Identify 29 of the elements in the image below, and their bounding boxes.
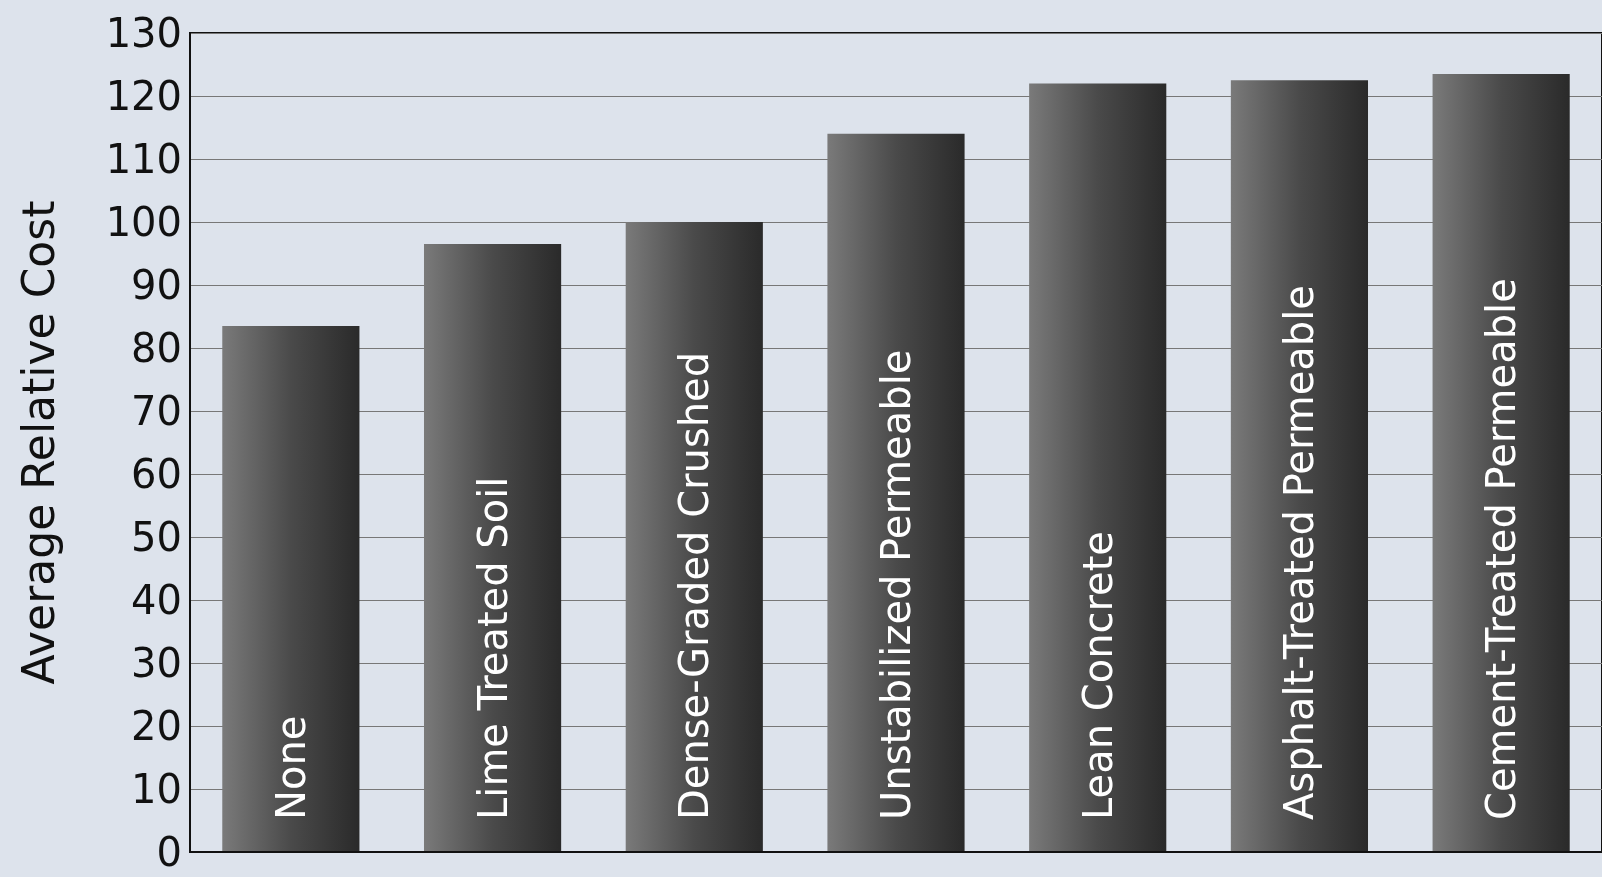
y-tick-label: 50 (131, 514, 182, 560)
y-tick-label: 120 (105, 73, 182, 119)
y-tick-label: 70 (131, 388, 182, 434)
bar (423, 244, 562, 852)
x-tick-label: Lean Concrete (1074, 531, 1121, 820)
y-tick-label: 90 (131, 262, 182, 308)
bar (827, 133, 965, 852)
y-tick-label: 60 (131, 451, 182, 497)
x-tick-label: Dense-Graded Crushed (671, 351, 718, 820)
x-tick-label: Lime Treated Soil (469, 476, 516, 820)
bar (625, 222, 763, 852)
y-tick-label: 80 (131, 325, 182, 371)
y-tick-label: 10 (131, 766, 182, 812)
y-tick-label: 110 (105, 136, 182, 182)
x-tick-label: None (267, 715, 314, 820)
y-axis-title: Average Relative Cost (12, 200, 64, 685)
bar (222, 325, 360, 852)
bar (1029, 83, 1167, 852)
y-tick-label: 0 (156, 829, 182, 875)
y-tick-label: 100 (105, 199, 182, 245)
y-tick-label: 40 (131, 577, 182, 623)
y-tick-label: 130 (105, 10, 182, 56)
x-tick-label: Cement-Treated Permeable (1478, 278, 1525, 820)
x-tick-label: Asphalt-Treated Permeable (1276, 285, 1323, 820)
bar (1432, 73, 1570, 852)
bar (1230, 80, 1369, 852)
x-tick-label: Unstabilized Permeable (873, 349, 919, 820)
y-tick-label: 20 (131, 703, 182, 749)
y-tick-label: 30 (131, 640, 182, 686)
